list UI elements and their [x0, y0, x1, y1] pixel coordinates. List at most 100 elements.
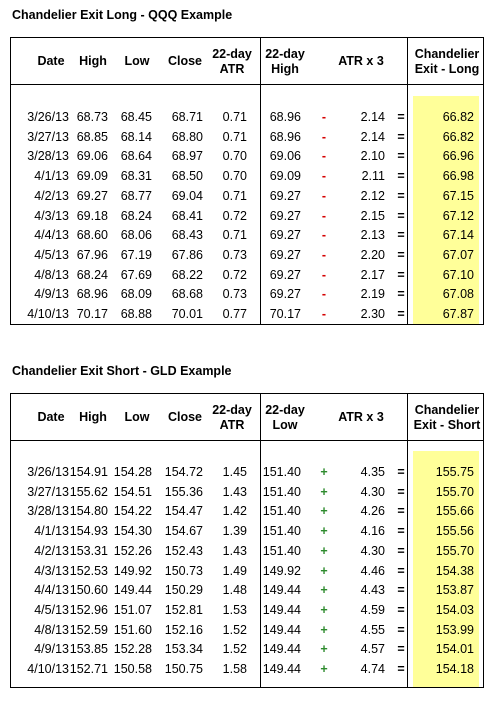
- cell-atr: 1.49: [222, 563, 247, 578]
- minus-operator: -: [321, 149, 327, 164]
- minus-operator: -: [321, 169, 327, 184]
- cell-exit: 67.12: [442, 208, 474, 223]
- cell-date: 4/4/13: [34, 583, 69, 598]
- header-low: Low: [124, 410, 150, 424]
- cell-exit: 154.38: [435, 563, 474, 578]
- cell-atr: 0.71: [222, 228, 247, 243]
- cell-date: 4/3/13: [34, 208, 69, 223]
- cell-low: 151.07: [113, 602, 152, 617]
- cell-atr: 1.42: [222, 504, 247, 519]
- table-row: 4/10/13 152.71 150.58 150.75 1.58 149.44 +4.74…: [11, 660, 483, 679]
- cell-atrx3: 2.14: [360, 110, 385, 124]
- equals-operator: =: [397, 208, 405, 223]
- equals-operator: =: [397, 307, 405, 321]
- cell-date: 4/8/13: [34, 267, 69, 282]
- plus-operator: +: [320, 465, 328, 479]
- cell-exit: 155.66: [435, 504, 474, 519]
- table-row: 3/28/13 154.80 154.22 154.47 1.42 151.40 +4.26…: [11, 502, 483, 521]
- cell-exit: 155.75: [435, 465, 474, 479]
- cell-atr: 0.70: [222, 169, 247, 184]
- cell-low: 68.09: [120, 287, 152, 302]
- equals-operator: =: [397, 169, 405, 184]
- cell-exit: 66.82: [442, 110, 474, 124]
- minus-operator: -: [321, 110, 327, 124]
- cell-atrx3: 4.46: [360, 563, 385, 578]
- cell-close: 155.36: [164, 484, 203, 499]
- cell-exit: 66.82: [442, 129, 474, 144]
- cell-date: 3/28/13: [27, 149, 69, 164]
- cell-atr: 0.72: [222, 267, 247, 282]
- plus-operator: +: [320, 524, 328, 539]
- cell-atr: 0.71: [222, 188, 247, 203]
- cell-atrx3: 4.26: [360, 504, 385, 519]
- cell-high: 154.91: [69, 465, 108, 479]
- cell-low: 152.26: [113, 543, 152, 558]
- cell-close: 67.86: [171, 247, 203, 262]
- cell-low: 154.28: [113, 465, 152, 479]
- equals-operator: =: [397, 583, 405, 598]
- cell-high: 154.93: [69, 524, 108, 539]
- cell-low: 150.58: [113, 662, 152, 676]
- cell-exit: 67.08: [442, 287, 474, 302]
- equals-operator: =: [397, 642, 405, 657]
- cell-exit: 155.70: [435, 484, 474, 499]
- cell-exit: 67.87: [442, 307, 474, 321]
- cell-date: 4/2/13: [34, 188, 69, 203]
- cell-high: 68.96: [76, 287, 108, 302]
- cell-close: 70.01: [171, 307, 203, 321]
- cell-low: 152.28: [113, 642, 152, 657]
- cell-high: 69.27: [76, 188, 108, 203]
- cell-exit: 153.99: [435, 622, 474, 637]
- cell-atr: 0.71: [222, 129, 247, 144]
- cell-atrx3: 2.15: [360, 208, 385, 223]
- header-hl: 22-day Low: [265, 402, 305, 432]
- equals-operator: =: [397, 563, 405, 578]
- cell-high: 155.62: [69, 484, 108, 499]
- table-row: 4/10/13 70.17 68.88 70.01 0.77 70.17 - 2.30 = 67.…: [11, 305, 483, 324]
- cell-high: 67.96: [76, 247, 108, 262]
- equals-operator: =: [397, 149, 405, 164]
- minus-operator: -: [321, 129, 327, 144]
- plus-operator: +: [320, 622, 328, 637]
- header-row: Date High Low Close 22-day ATR 22-day Low ATR …: [11, 394, 483, 441]
- equals-operator: =: [397, 110, 405, 124]
- cell-high: 153.31: [69, 543, 108, 558]
- table-row: 4/5/13 67.96 67.19 67.86 0.73 69.27 - 2.20 = 67.0…: [11, 246, 483, 265]
- cell-high: 153.85: [69, 642, 108, 657]
- equals-operator: =: [397, 504, 405, 519]
- cell-atrx3: 2.10: [360, 149, 385, 164]
- cell-exit: 67.14: [442, 228, 474, 243]
- cell-close: 154.72: [164, 465, 203, 479]
- cell-hl: 68.96: [269, 129, 301, 144]
- equals-operator: =: [397, 188, 405, 203]
- minus-operator: -: [321, 228, 327, 243]
- table-row: 3/26/13 68.73 68.45 68.71 0.71 68.96 - 2.14 = 66.…: [11, 108, 483, 127]
- table-row: 4/4/13 150.60 149.44 150.29 1.48 149.44 +4.43 =…: [11, 581, 483, 600]
- cell-hl: 69.06: [269, 149, 301, 164]
- cell-hl: 151.40: [262, 504, 301, 519]
- cell-close: 68.22: [171, 267, 203, 282]
- cell-atr: 0.73: [222, 287, 247, 302]
- cell-hl: 69.27: [269, 247, 301, 262]
- cell-close: 69.04: [171, 188, 203, 203]
- table-row: 4/8/13 68.24 67.69 68.22 0.72 69.27 - 2.17 = 67.1…: [11, 266, 483, 285]
- equals-operator: =: [397, 129, 405, 144]
- cell-hl: 69.27: [269, 228, 301, 243]
- cell-date: 4/8/13: [34, 622, 69, 637]
- cell-high: 69.06: [76, 149, 108, 164]
- header-high: High: [79, 410, 107, 424]
- cell-close: 154.47: [164, 504, 203, 519]
- header-hl: 22-day High: [265, 46, 305, 76]
- cell-exit: 154.03: [435, 602, 474, 617]
- table-row: 4/2/13 69.27 68.77 69.04 0.71 69.27 - 2.12 = 67.1…: [11, 187, 483, 206]
- header-date: Date: [37, 54, 65, 68]
- cell-exit: 66.98: [442, 169, 474, 184]
- cell-close: 68.80: [171, 129, 203, 144]
- cell-hl: 149.92: [262, 563, 301, 578]
- minus-operator: -: [321, 267, 327, 282]
- equals-operator: =: [397, 287, 405, 302]
- cell-low: 68.64: [120, 149, 152, 164]
- cell-high: 68.85: [76, 129, 108, 144]
- cell-exit: 153.87: [435, 583, 474, 598]
- minus-operator: -: [321, 208, 327, 223]
